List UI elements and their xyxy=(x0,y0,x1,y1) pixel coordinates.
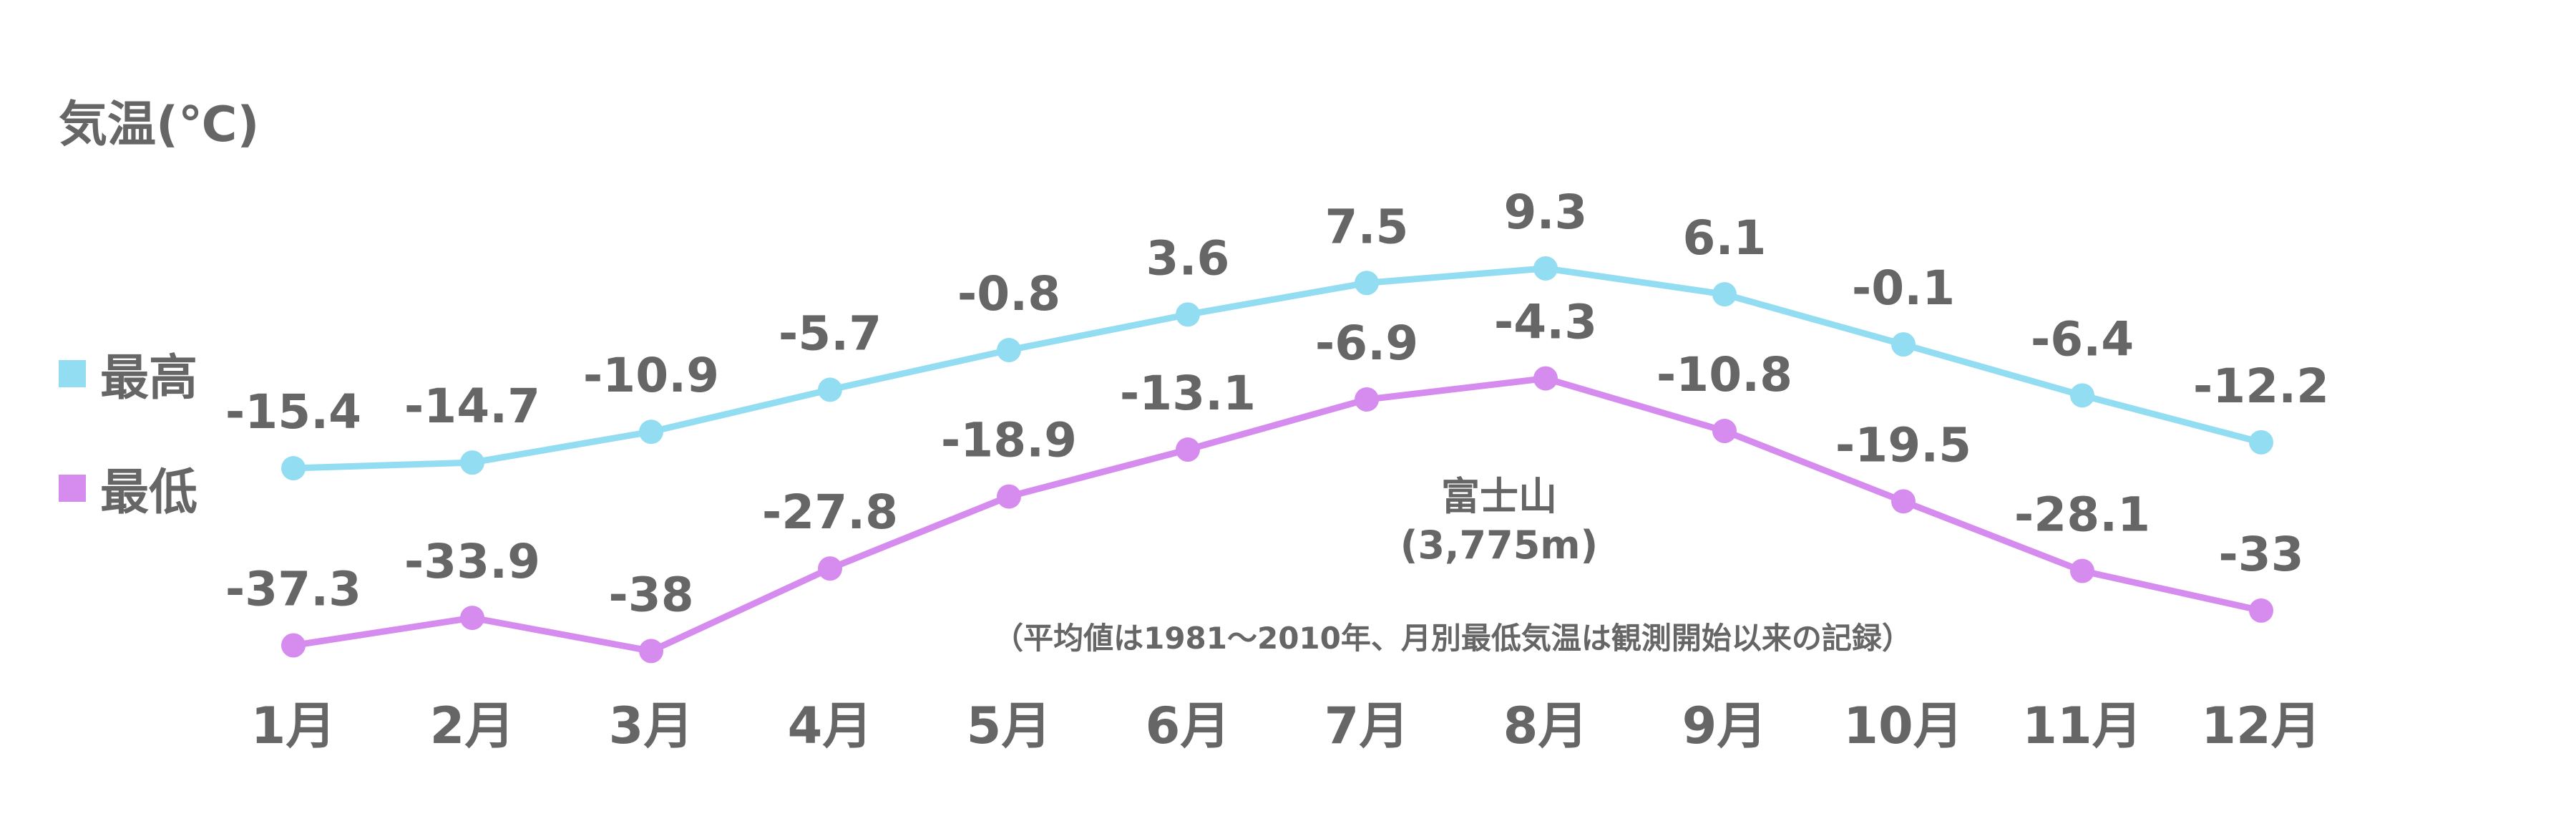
x-tick-label: 4月 xyxy=(788,697,873,755)
data-point-high xyxy=(997,338,1021,363)
station-label: 富士山 (3,775m) xyxy=(1309,472,1689,570)
x-tick-label: 3月 xyxy=(609,697,694,755)
data-point-low xyxy=(2249,598,2273,623)
data-label-low: -33 xyxy=(2218,527,2303,582)
x-tick-label: 6月 xyxy=(1146,697,1231,755)
x-tick-label: 12月 xyxy=(2201,697,2321,755)
x-tick-label: 10月 xyxy=(1843,697,1963,755)
legend-label-high: 最高 xyxy=(100,350,198,407)
x-tick-label: 11月 xyxy=(2022,697,2142,755)
data-label-high: -12.2 xyxy=(2193,359,2329,414)
data-label-low: -18.9 xyxy=(941,413,1077,468)
data-point-high xyxy=(460,450,484,475)
data-label-high: -0.1 xyxy=(1852,261,1955,316)
data-label-low: -37.3 xyxy=(225,561,361,616)
x-tick-label: 2月 xyxy=(430,697,515,755)
data-label-high: 3.6 xyxy=(1146,231,1230,286)
data-label-low: -27.8 xyxy=(762,485,898,540)
data-point-high xyxy=(281,456,306,481)
data-point-high xyxy=(2249,430,2273,455)
data-point-low xyxy=(1176,437,1200,462)
data-label-high: -14.7 xyxy=(404,379,540,434)
data-label-low: -13.1 xyxy=(1120,366,1256,421)
x-tick-label: 7月 xyxy=(1324,697,1410,755)
data-point-low xyxy=(1355,387,1379,412)
data-label-low: -19.5 xyxy=(1835,417,1971,472)
data-point-low xyxy=(1533,366,1558,391)
data-label-low: -33.9 xyxy=(404,534,540,589)
data-point-high xyxy=(2070,383,2094,408)
legend-item-low: 最低 xyxy=(59,452,197,523)
data-label-low: -38 xyxy=(608,567,693,622)
data-label-high: 6.1 xyxy=(1683,210,1767,266)
data-label-high: -10.9 xyxy=(583,348,719,403)
data-point-low xyxy=(639,639,663,664)
legend-swatch-low xyxy=(59,474,86,502)
data-point-low xyxy=(997,484,1021,509)
data-label-low: -28.1 xyxy=(2014,488,2150,543)
data-label-high: 9.3 xyxy=(1504,185,1588,240)
legend-item-high: 最高 xyxy=(59,338,197,409)
series-line-low xyxy=(290,375,2265,654)
data-point-low xyxy=(818,556,842,581)
data-point-high xyxy=(1355,271,1379,296)
data-point-high xyxy=(639,420,663,445)
data-point-high xyxy=(818,377,842,402)
data-point-high xyxy=(1176,302,1200,327)
data-point-low xyxy=(1891,489,1916,514)
y-axis-label: 気温(℃) xyxy=(59,97,260,153)
data-point-low xyxy=(1712,419,1737,444)
x-tick-label: 1月 xyxy=(251,697,336,755)
data-label-low: -6.9 xyxy=(1315,316,1418,371)
x-tick-label: 9月 xyxy=(1682,697,1767,755)
data-point-high xyxy=(1891,332,1916,357)
station-name: 富士山 xyxy=(1441,474,1557,519)
station-elevation: (3,775m) xyxy=(1400,523,1599,568)
data-label-low: -10.8 xyxy=(1657,347,1792,402)
data-label-low: -4.3 xyxy=(1494,295,1597,350)
legend-label-low: 最低 xyxy=(100,465,198,521)
data-label-high: 7.5 xyxy=(1325,199,1409,254)
data-point-low xyxy=(2070,558,2094,583)
x-tick-label: 8月 xyxy=(1503,697,1589,755)
data-label-high: -6.4 xyxy=(2031,311,2134,367)
legend-swatch-high xyxy=(59,359,86,387)
data-point-low xyxy=(460,606,484,631)
data-label-high: -5.7 xyxy=(779,306,882,361)
data-label-high: -0.8 xyxy=(957,266,1060,321)
data-point-high xyxy=(1712,282,1737,307)
x-tick-label: 5月 xyxy=(967,697,1052,755)
series-line-high xyxy=(290,265,2265,472)
data-point-low xyxy=(281,633,306,658)
footnote: （平均値は1981〜2010年、月別最低気温は観測開始以来の記録） xyxy=(993,621,1912,656)
data-label-high: -15.4 xyxy=(225,384,361,440)
data-point-high xyxy=(1533,256,1558,281)
